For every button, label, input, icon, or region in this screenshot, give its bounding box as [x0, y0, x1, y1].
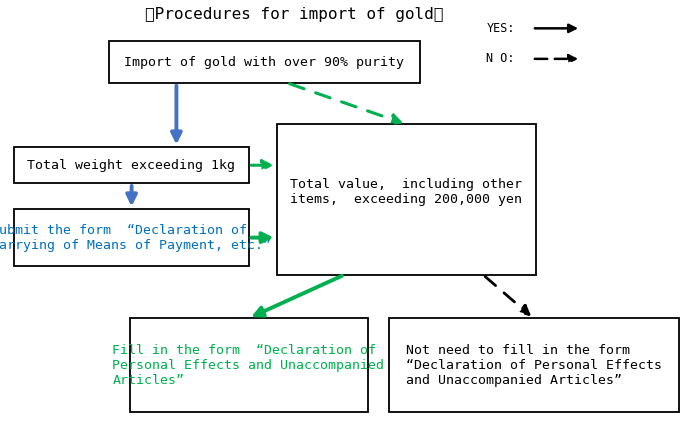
FancyBboxPatch shape — [130, 318, 368, 412]
Text: Import of gold with over 90% purity: Import of gold with over 90% purity — [125, 56, 405, 68]
FancyBboxPatch shape — [108, 41, 420, 83]
Text: Submit the form  “Declaration of
Carrying of Means of Payment, etc.”: Submit the form “Declaration of Carrying… — [0, 224, 272, 252]
Text: Total value,  including other
items,  exceeding 200,000 yen: Total value, including other items, exce… — [290, 178, 522, 206]
Text: 『Procedures for import of gold』: 『Procedures for import of gold』 — [145, 7, 443, 21]
FancyBboxPatch shape — [389, 318, 679, 412]
Text: YES:: YES: — [486, 22, 515, 35]
FancyBboxPatch shape — [14, 209, 248, 266]
Text: N O:: N O: — [486, 52, 515, 65]
FancyBboxPatch shape — [14, 147, 248, 183]
Text: Not need to fill in the form
“Declaration of Personal Effects
and Unaccompanied : Not need to fill in the form “Declaratio… — [406, 344, 662, 387]
FancyBboxPatch shape — [276, 124, 536, 275]
Text: Fill in the form  “Declaration of
Personal Effects and Unaccompanied
Articles”: Fill in the form “Declaration of Persona… — [113, 344, 384, 387]
Text: Total weight exceeding 1kg: Total weight exceeding 1kg — [27, 159, 235, 172]
